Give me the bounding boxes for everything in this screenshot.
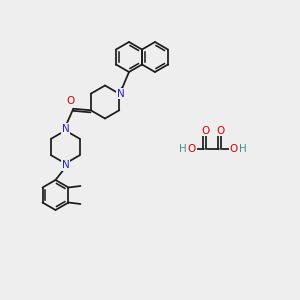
Text: O: O	[230, 143, 238, 154]
Text: O: O	[216, 125, 225, 136]
Text: O: O	[66, 96, 74, 106]
Text: H: H	[179, 143, 187, 154]
Text: N: N	[61, 124, 69, 134]
Text: N: N	[61, 160, 69, 170]
Text: N: N	[117, 89, 124, 99]
Text: H: H	[239, 143, 247, 154]
Text: O: O	[188, 143, 196, 154]
Text: O: O	[201, 125, 210, 136]
